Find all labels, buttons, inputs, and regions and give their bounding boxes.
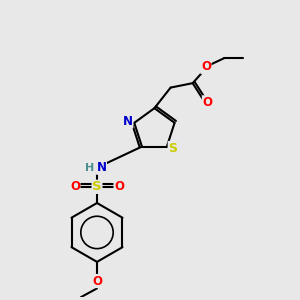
Text: S: S: [168, 142, 177, 154]
Text: O: O: [114, 180, 124, 193]
Text: S: S: [92, 180, 102, 193]
Text: N: N: [123, 115, 133, 128]
Text: N: N: [96, 161, 106, 174]
Text: O: O: [92, 274, 102, 287]
Text: O: O: [70, 180, 80, 193]
Text: H: H: [85, 163, 94, 173]
Text: O: O: [201, 61, 211, 74]
Text: O: O: [202, 96, 212, 109]
